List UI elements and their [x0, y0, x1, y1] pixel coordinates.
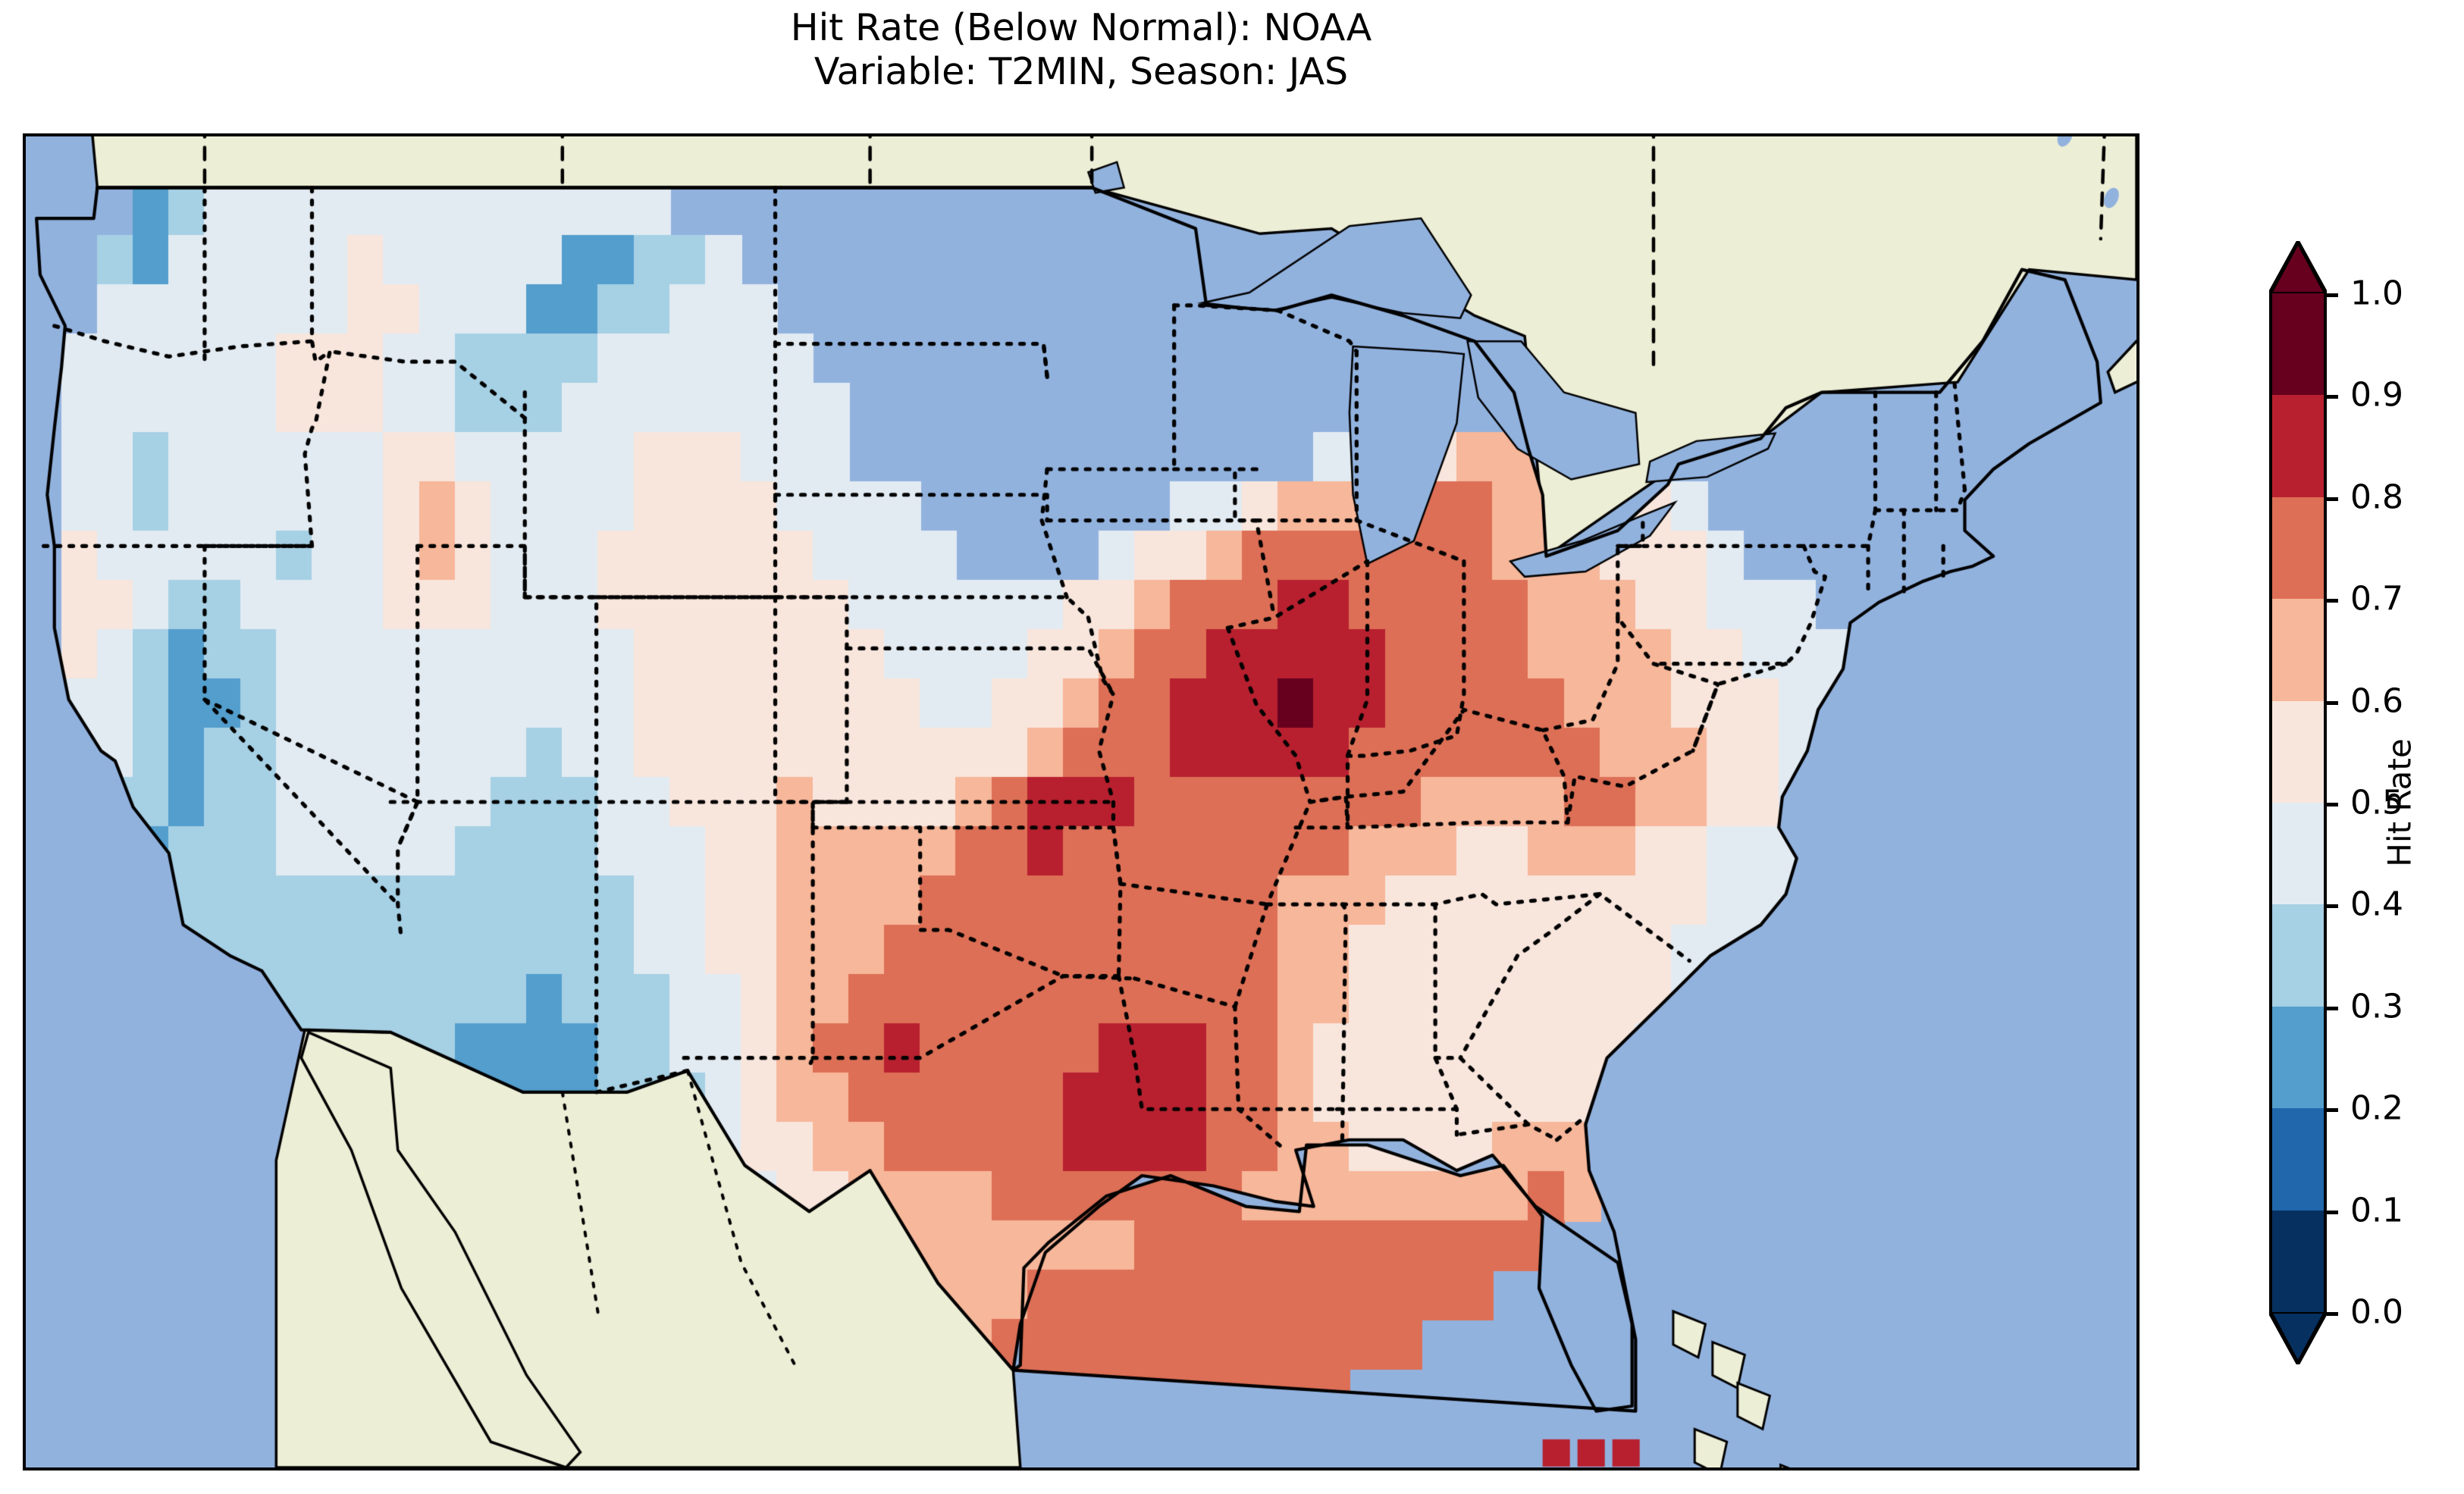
colorbar-extend-under-arrow — [2269, 1312, 2327, 1364]
colorbar-band-7 — [2269, 1006, 2327, 1109]
colorbar-ticklabel-0.6: 0.6 — [2350, 681, 2403, 721]
colorbar-band-4 — [2269, 700, 2327, 803]
colorbar-tick-0.1 — [2327, 1210, 2338, 1214]
colorbar-tick-0.8 — [2327, 496, 2338, 501]
colorbar-band-6 — [2269, 904, 2327, 1007]
colorbar-band-8 — [2269, 1108, 2327, 1211]
colorbar-tick-0.9 — [2327, 395, 2338, 399]
colorbar-ticklabel-1.0: 1.0 — [2350, 274, 2403, 313]
colorbar-ticklabel-0.1: 0.1 — [2350, 1191, 2403, 1230]
colorbar-ticklabel-0.0: 0.0 — [2350, 1292, 2403, 1332]
hit-rate-heatmap — [26, 136, 2136, 1467]
title-line-1: Hit Rate (Below Normal): NOAA — [790, 6, 1372, 49]
colorbar-axis-label: Hit Rate — [2381, 738, 2419, 867]
colorbar-ticklabel-0.2: 0.2 — [2350, 1088, 2403, 1128]
figure-title: Hit Rate (Below Normal): NOAA Variable: … — [0, 6, 2162, 94]
colorbar-tick-0.6 — [2327, 700, 2338, 705]
colorbar-tick-0.7 — [2327, 599, 2338, 603]
colorbar-ticklabel-0.7: 0.7 — [2350, 579, 2403, 619]
colorbar-ticklabel-0.3: 0.3 — [2350, 987, 2403, 1026]
colorbar-bands — [2269, 293, 2327, 1313]
colorbar-ticklabel-0.5: 0.5 — [2350, 783, 2403, 822]
colorbar-ticklabel-0.8: 0.8 — [2350, 478, 2403, 517]
colorbar-band-1 — [2269, 395, 2327, 497]
colorbar-band-9 — [2269, 1210, 2327, 1313]
colorbar-tick-1.0 — [2327, 293, 2338, 297]
title-line-2: Variable: T2MIN, Season: JAS — [813, 49, 1349, 93]
colorbar-tick-0.3 — [2327, 1006, 2338, 1010]
colorbar-band-0 — [2269, 293, 2327, 396]
colorbar-tick-0.0 — [2327, 1312, 2338, 1316]
colorbar-tick-0.5 — [2327, 803, 2338, 807]
colorbar-ticklabel-0.4: 0.4 — [2350, 885, 2403, 924]
colorbar-ticklabel-0.9: 0.9 — [2350, 375, 2403, 415]
colorbar-band-5 — [2269, 803, 2327, 905]
colorbar[interactable]: 1.0 0.9 0.8 0.7 0.6 0.5 0.4 0.3 0.2 0.1 0.0 Hit Ra… — [2269, 241, 2459, 1364]
colorbar-band-2 — [2269, 496, 2327, 600]
colorbar-tick-0.4 — [2327, 904, 2338, 909]
colorbar-tick-0.2 — [2327, 1108, 2338, 1113]
colorbar-extend-over-arrow — [2269, 241, 2327, 293]
map-axes[interactable] — [23, 133, 2140, 1471]
colorbar-band-3 — [2269, 599, 2327, 701]
